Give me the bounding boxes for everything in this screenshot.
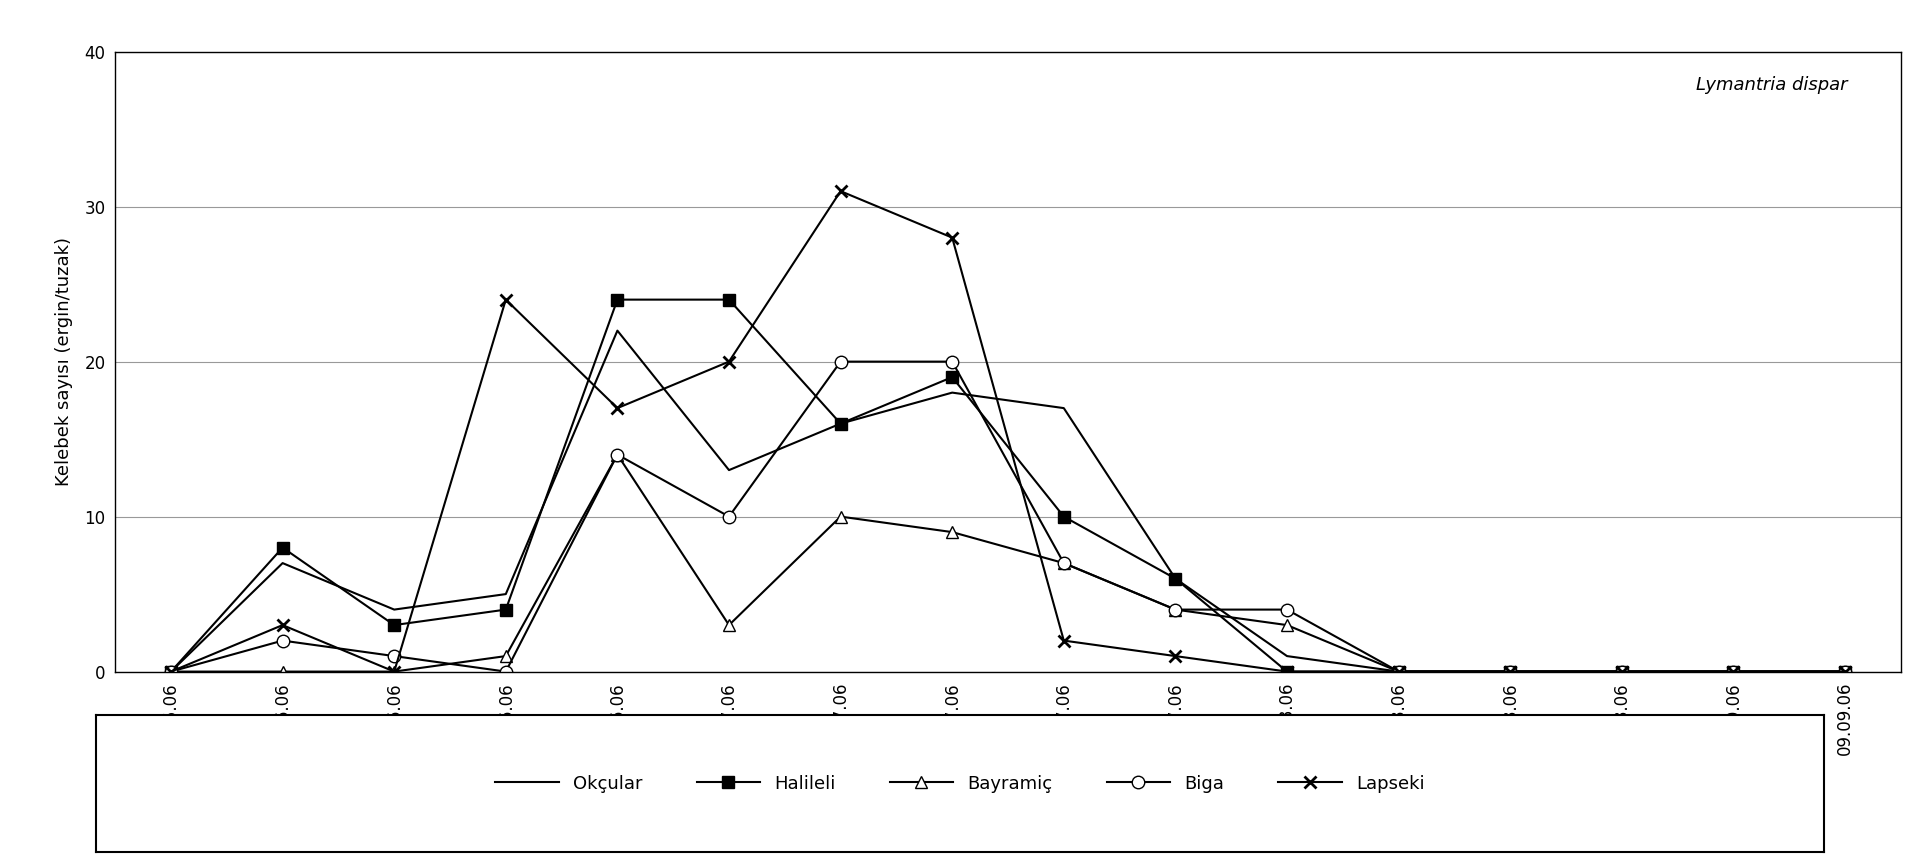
Lapseki [382,666,405,677]
Biga [829,356,852,367]
Okçular [271,558,294,568]
Halileli [271,542,294,553]
Biga [607,449,630,460]
Halileli [1722,666,1745,677]
Bayramiç [1386,666,1409,677]
Bayramiç [1500,666,1523,677]
Biga [382,651,405,661]
Okçular [718,465,741,475]
Bayramiç [493,651,516,661]
Lapseki [1834,666,1857,677]
Biga [1386,666,1409,677]
Lapseki [1052,635,1075,646]
Halileli [493,604,516,615]
Biga [1611,666,1634,677]
Halileli [382,620,405,630]
Okçular [607,325,630,336]
Okçular [1500,666,1523,677]
Okçular [493,589,516,599]
Bayramiç [1164,604,1187,615]
Biga [718,511,741,522]
Biga [493,666,516,677]
Okçular [1611,666,1634,677]
Halileli [829,418,852,429]
Biga [1052,558,1075,568]
Halileli [1275,666,1298,677]
Lapseki [1275,666,1298,677]
Bayramiç [941,527,964,537]
Biga [1164,604,1187,615]
Biga [1500,666,1523,677]
Biga [1275,604,1298,615]
Biga [159,666,182,677]
Halileli [1611,666,1634,677]
Bayramiç [1275,620,1298,630]
Line: Bayramiç: Bayramiç [165,449,1851,677]
Bayramiç [829,511,852,522]
Line: Okçular: Okçular [171,331,1845,672]
Halileli [1052,511,1075,522]
Bayramiç [607,449,630,460]
Y-axis label: Kelebek sayısı (ergin/tuzak): Kelebek sayısı (ergin/tuzak) [56,237,73,486]
Bayramiç [718,620,741,630]
Halileli [718,294,741,305]
Halileli [941,372,964,382]
Text: Lymantria dispar: Lymantria dispar [1695,77,1847,95]
Halileli [607,294,630,305]
Halileli [1164,573,1187,584]
Line: Biga: Biga [165,356,1851,678]
Line: Halileli: Halileli [165,294,1851,677]
Biga [1722,666,1745,677]
Okçular [1834,666,1857,677]
Bayramiç [159,666,182,677]
Lapseki [1386,666,1409,677]
Bayramiç [271,666,294,677]
Bayramiç [1052,558,1075,568]
Halileli [1834,666,1857,677]
Lapseki [1611,666,1634,677]
Halileli [1386,666,1409,677]
Okçular [159,666,182,677]
Okçular [829,418,852,429]
Bayramiç [1722,666,1745,677]
Lapseki [1722,666,1745,677]
Okçular [382,604,405,615]
Bayramiç [1611,666,1634,677]
Okçular [1164,573,1187,584]
Biga [941,356,964,367]
Bayramiç [1834,666,1857,677]
Lapseki [607,403,630,413]
Halileli [159,666,182,677]
Lapseki [941,232,964,243]
Biga [1834,666,1857,677]
Line: Lapseki: Lapseki [165,185,1851,678]
Lapseki [1164,651,1187,661]
Halileli [1500,666,1523,677]
Lapseki [159,666,182,677]
Bayramiç [382,666,405,677]
Okçular [1052,403,1075,413]
Legend: Okçular, Halileli, Bayramiç, Biga, Lapseki: Okçular, Halileli, Bayramiç, Biga, Lapse… [486,765,1434,802]
Okçular [1386,666,1409,677]
Okçular [1722,666,1745,677]
Lapseki [271,620,294,630]
Lapseki [493,294,516,305]
Lapseki [1500,666,1523,677]
Biga [271,635,294,646]
Lapseki [829,186,852,196]
Okçular [1275,651,1298,661]
Okçular [941,387,964,398]
Lapseki [718,356,741,367]
